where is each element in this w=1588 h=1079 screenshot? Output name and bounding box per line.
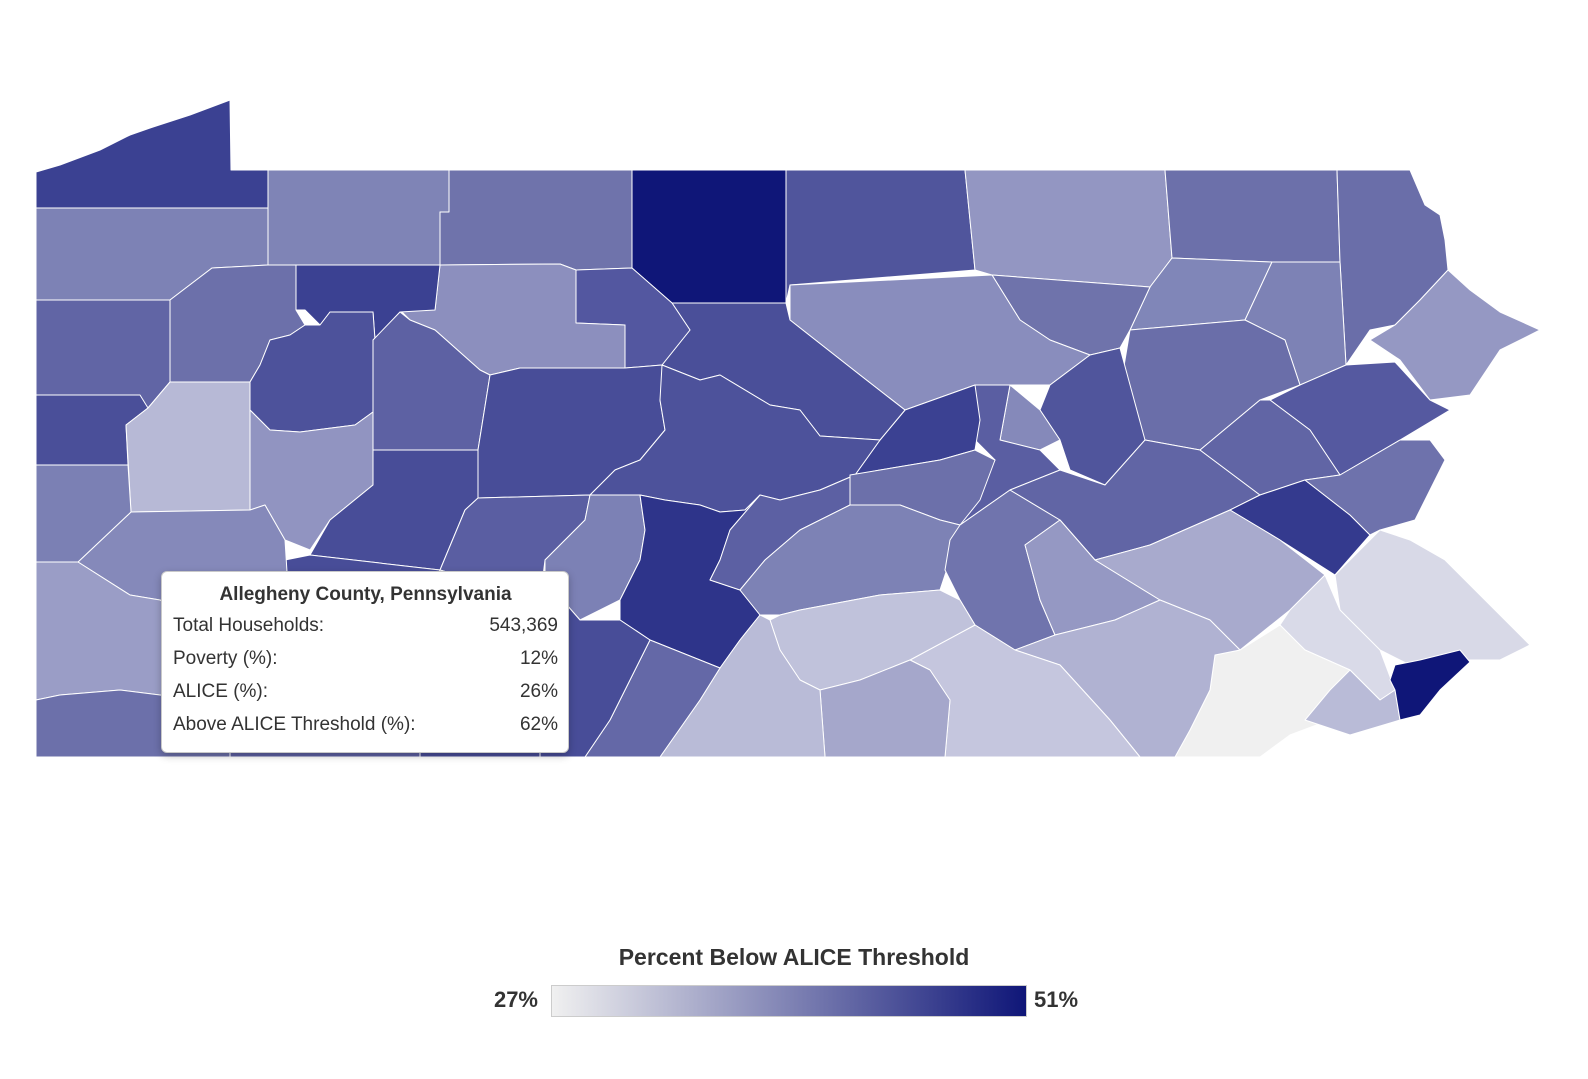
county-region[interactable] xyxy=(819,659,951,758)
tooltip-value: 543,369 xyxy=(489,615,558,636)
legend-max-label: 51% xyxy=(1034,987,1079,1012)
county-region[interactable] xyxy=(1304,439,1446,536)
county-region[interactable] xyxy=(439,169,633,271)
county-region[interactable] xyxy=(267,169,450,266)
tooltip-row: Poverty (%): 12% xyxy=(173,647,558,680)
county-region[interactable] xyxy=(35,464,132,563)
county-region[interactable] xyxy=(1164,169,1341,263)
legend-title: Percent Below ALICE Threshold xyxy=(618,944,970,970)
county-tooltip: Allegheny County, Pennsylvania Total Hou… xyxy=(161,571,569,753)
tooltip-value: 26% xyxy=(519,681,558,702)
tooltip-row: Above ALICE Threshold (%): 62% xyxy=(173,713,558,746)
color-legend: Percent Below ALICE Threshold 27% 51% xyxy=(0,930,1588,1050)
tooltip-row: Total Households: 543,369 xyxy=(173,614,558,647)
tooltip-row: ALICE (%): 26% xyxy=(173,680,558,713)
tooltip-label: Total Households: xyxy=(173,615,325,636)
tooltip-label: ALICE (%): xyxy=(173,681,269,702)
legend-min-label: 27% xyxy=(493,987,538,1012)
tooltip-value: 62% xyxy=(519,714,558,735)
tooltip-label: Above ALICE Threshold (%): xyxy=(173,714,416,735)
county-region[interactable] xyxy=(1389,649,1471,721)
county-region[interactable] xyxy=(1039,347,1146,486)
tooltip-value: 12% xyxy=(519,648,558,669)
county-region[interactable] xyxy=(35,299,171,409)
county-region[interactable] xyxy=(1369,269,1541,401)
county-region[interactable] xyxy=(964,169,1173,288)
tooltip-label: Poverty (%): xyxy=(173,648,278,669)
legend-gradient-bar xyxy=(551,985,1027,1017)
county-region[interactable] xyxy=(35,99,269,209)
county-region[interactable] xyxy=(631,169,787,304)
tooltip-title: Allegheny County, Pennsylvania xyxy=(219,584,512,605)
county-region[interactable] xyxy=(1304,669,1401,736)
county-region[interactable] xyxy=(785,169,976,304)
